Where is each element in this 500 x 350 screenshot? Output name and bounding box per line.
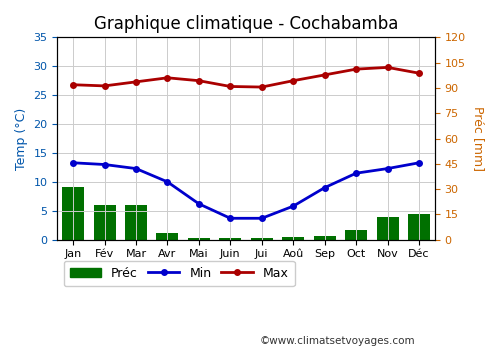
Text: ©www.climatsetvoyages.com: ©www.climatsetvoyages.com — [260, 336, 416, 346]
Bar — [314, 236, 336, 240]
Y-axis label: Temp (°C): Temp (°C) — [15, 107, 28, 170]
Bar — [220, 238, 242, 240]
Bar — [188, 238, 210, 240]
Bar — [156, 233, 178, 240]
Y-axis label: Préc [mm]: Préc [mm] — [472, 106, 485, 171]
Bar — [376, 217, 398, 240]
Bar — [345, 230, 367, 240]
Bar — [125, 205, 147, 240]
Bar — [282, 237, 304, 240]
Legend: Préc, Min, Max: Préc, Min, Max — [64, 260, 295, 286]
Title: Graphique climatique - Cochabamba: Graphique climatique - Cochabamba — [94, 15, 398, 33]
Bar — [94, 205, 116, 240]
Bar — [62, 187, 84, 240]
Bar — [408, 215, 430, 240]
Bar — [251, 238, 273, 240]
